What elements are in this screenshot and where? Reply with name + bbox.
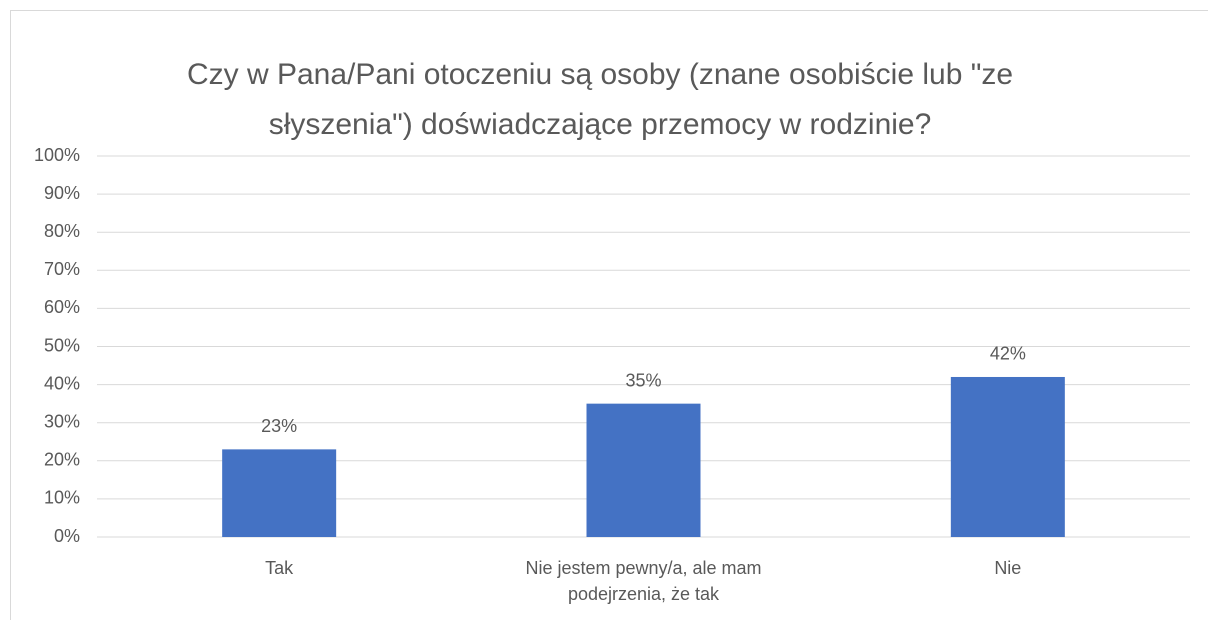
y-tick-label: 0% bbox=[54, 526, 80, 546]
y-tick-label: 60% bbox=[44, 297, 80, 317]
y-tick-label: 50% bbox=[44, 335, 80, 355]
x-tick-label: Tak bbox=[265, 558, 294, 578]
bar bbox=[586, 403, 701, 537]
bar bbox=[222, 449, 337, 537]
chart-border bbox=[10, 10, 1208, 620]
y-tick-label: 100% bbox=[34, 145, 80, 165]
x-tick-label: Nie jestem pewny/a, ale mam podejrzenia,… bbox=[525, 558, 762, 604]
bar bbox=[950, 376, 1065, 537]
x-tick-label: Nie bbox=[994, 558, 1022, 578]
y-tick-label: 90% bbox=[44, 183, 80, 203]
data-label: 23% bbox=[261, 416, 297, 436]
data-label: 35% bbox=[625, 370, 661, 390]
chart-title: Czy w Pana/Pani otoczeniu są osoby (znan… bbox=[186, 58, 1014, 141]
y-tick-label: 40% bbox=[44, 373, 80, 393]
y-tick-label: 30% bbox=[44, 411, 80, 431]
y-tick-label: 20% bbox=[44, 450, 80, 470]
y-tick-label: 70% bbox=[44, 259, 80, 279]
y-tick-label: 10% bbox=[44, 488, 80, 508]
y-tick-label: 80% bbox=[44, 221, 80, 241]
data-label: 42% bbox=[990, 344, 1026, 364]
